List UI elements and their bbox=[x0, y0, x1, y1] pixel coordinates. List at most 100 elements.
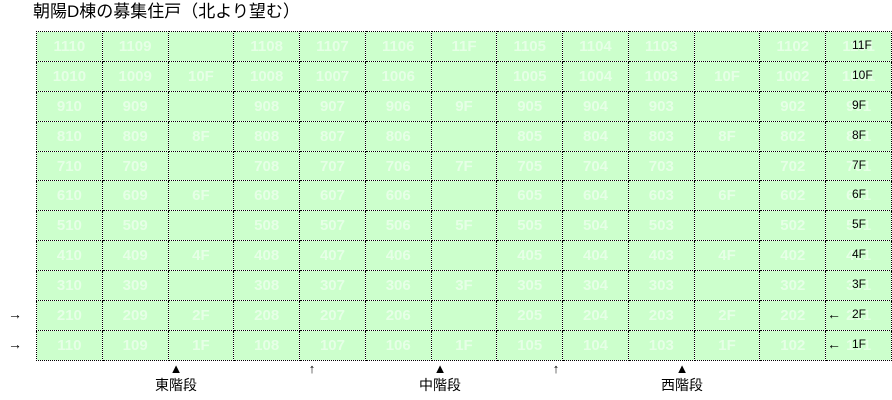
unit-cell[interactable]: 201 bbox=[825, 300, 892, 331]
unit-cell[interactable]: 705 bbox=[496, 150, 564, 182]
unit-cell[interactable]: 505 bbox=[496, 210, 564, 242]
unit-cell[interactable]: 703 bbox=[627, 150, 695, 182]
unit-cell[interactable]: 605 bbox=[496, 180, 564, 212]
unit-cell[interactable]: 309 bbox=[101, 270, 169, 302]
unit-cell[interactable]: 305 bbox=[496, 270, 564, 302]
unit-cell[interactable]: 1009 bbox=[101, 60, 169, 92]
unit-cell[interactable]: 801 bbox=[825, 120, 892, 152]
unit-cell[interactable]: 707 bbox=[299, 150, 366, 182]
unit-cell[interactable]: 1110 bbox=[36, 31, 103, 62]
unit-cell[interactable]: 1105 bbox=[496, 31, 564, 62]
unit-cell[interactable]: 809 bbox=[101, 120, 169, 152]
unit-cell[interactable]: 1108 bbox=[233, 31, 301, 62]
unit-cell-selected[interactable]: 404 bbox=[562, 240, 629, 272]
unit-cell[interactable]: 306 bbox=[364, 270, 432, 302]
unit-cell[interactable]: 303 bbox=[627, 270, 695, 302]
unit-cell[interactable]: 909 bbox=[101, 90, 169, 122]
unit-cell[interactable]: 908 bbox=[233, 90, 301, 122]
unit-cell[interactable]: 1008 bbox=[233, 60, 301, 92]
unit-cell-selected[interactable]: 103 bbox=[627, 329, 695, 361]
unit-cell[interactable]: 104 bbox=[562, 329, 629, 361]
unit-cell[interactable]: 407 bbox=[299, 240, 366, 272]
unit-cell[interactable]: 1109 bbox=[101, 31, 169, 62]
unit-cell[interactable]: 904 bbox=[562, 90, 629, 122]
unit-cell[interactable]: 905 bbox=[496, 90, 564, 122]
unit-cell[interactable]: 806 bbox=[364, 120, 432, 152]
unit-cell[interactable]: 504 bbox=[562, 210, 629, 242]
unit-cell-selected[interactable]: 502 bbox=[759, 210, 827, 242]
unit-cell[interactable]: 710 bbox=[36, 150, 103, 182]
unit-cell[interactable]: 810 bbox=[36, 120, 103, 152]
unit-cell[interactable]: 209 bbox=[101, 300, 169, 331]
unit-cell[interactable]: 408 bbox=[233, 240, 301, 272]
unit-cell[interactable]: 601 bbox=[825, 180, 892, 212]
unit-cell[interactable]: 108 bbox=[233, 329, 301, 361]
unit-cell[interactable]: 501 bbox=[825, 210, 892, 242]
unit-cell[interactable]: 907 bbox=[299, 90, 366, 122]
unit-cell[interactable]: 1005 bbox=[496, 60, 564, 92]
unit-cell[interactable]: 609 bbox=[101, 180, 169, 212]
unit-cell[interactable]: 1010 bbox=[36, 60, 103, 92]
unit-cell[interactable]: 110 bbox=[36, 329, 103, 361]
unit-cell[interactable]: 403 bbox=[627, 240, 695, 272]
unit-cell[interactable]: 301 bbox=[825, 270, 892, 302]
unit-cell[interactable]: 107 bbox=[299, 329, 366, 361]
unit-cell[interactable]: 701 bbox=[825, 150, 892, 182]
unit-cell[interactable]: 106 bbox=[364, 329, 432, 361]
unit-cell[interactable]: 706 bbox=[364, 150, 432, 182]
unit-cell[interactable]: 1106 bbox=[364, 31, 432, 62]
unit-cell[interactable]: 1101 bbox=[825, 31, 892, 62]
unit-cell[interactable]: 602 bbox=[759, 180, 827, 212]
unit-cell[interactable]: 902 bbox=[759, 90, 827, 122]
unit-cell-selected[interactable]: 508 bbox=[233, 210, 301, 242]
unit-cell[interactable]: 708 bbox=[233, 150, 301, 182]
unit-cell[interactable]: 409 bbox=[101, 240, 169, 272]
unit-cell[interactable]: 1006 bbox=[364, 60, 432, 92]
unit-cell[interactable]: 803 bbox=[627, 120, 695, 152]
unit-cell[interactable]: 910 bbox=[36, 90, 103, 122]
unit-cell[interactable]: 401 bbox=[825, 240, 892, 272]
unit-cell[interactable]: 1007 bbox=[299, 60, 366, 92]
unit-cell[interactable]: 207 bbox=[299, 300, 366, 331]
unit-cell[interactable]: 210 bbox=[36, 300, 103, 331]
unit-cell[interactable]: 410 bbox=[36, 240, 103, 272]
unit-cell[interactable]: 506 bbox=[364, 210, 432, 242]
unit-cell[interactable]: 1102 bbox=[759, 31, 827, 62]
unit-cell[interactable]: 105 bbox=[496, 329, 564, 361]
unit-cell[interactable]: 102 bbox=[759, 329, 827, 361]
unit-cell[interactable]: 604 bbox=[562, 180, 629, 212]
unit-cell[interactable]: 507 bbox=[299, 210, 366, 242]
unit-cell[interactable]: 610 bbox=[36, 180, 103, 212]
unit-cell[interactable]: 1103 bbox=[627, 31, 695, 62]
unit-cell[interactable]: 503 bbox=[627, 210, 695, 242]
unit-cell[interactable]: 310 bbox=[36, 270, 103, 302]
unit-cell[interactable]: 206 bbox=[364, 300, 432, 331]
unit-cell[interactable]: 203 bbox=[627, 300, 695, 331]
unit-cell[interactable]: 405 bbox=[496, 240, 564, 272]
unit-cell[interactable]: 704 bbox=[562, 150, 629, 182]
unit-cell[interactable]: 903 bbox=[627, 90, 695, 122]
unit-cell[interactable]: 807 bbox=[299, 120, 366, 152]
unit-cell[interactable]: 906 bbox=[364, 90, 432, 122]
unit-cell[interactable]: 205 bbox=[496, 300, 564, 331]
unit-cell[interactable]: 1001 bbox=[825, 60, 892, 92]
unit-cell[interactable]: 608 bbox=[233, 180, 301, 212]
unit-cell[interactable]: 702 bbox=[759, 150, 827, 182]
unit-cell[interactable]: 808 bbox=[233, 120, 301, 152]
unit-cell[interactable]: 509 bbox=[101, 210, 169, 242]
unit-cell[interactable]: 1104 bbox=[562, 31, 629, 62]
unit-cell[interactable]: 304 bbox=[562, 270, 629, 302]
unit-cell[interactable]: 607 bbox=[299, 180, 366, 212]
unit-cell[interactable]: 402 bbox=[759, 240, 827, 272]
unit-cell[interactable]: 208 bbox=[233, 300, 301, 331]
unit-cell[interactable]: 802 bbox=[759, 120, 827, 152]
unit-cell[interactable]: 406 bbox=[364, 240, 432, 272]
unit-cell[interactable]: 606 bbox=[364, 180, 432, 212]
unit-cell[interactable]: 204 bbox=[562, 300, 629, 331]
unit-cell[interactable]: 202 bbox=[759, 300, 827, 331]
unit-cell[interactable]: 1107 bbox=[299, 31, 366, 62]
unit-cell[interactable]: 101 bbox=[825, 329, 892, 361]
unit-cell[interactable]: 307 bbox=[299, 270, 366, 302]
unit-cell[interactable]: 308 bbox=[233, 270, 301, 302]
unit-cell[interactable]: 302 bbox=[759, 270, 827, 302]
